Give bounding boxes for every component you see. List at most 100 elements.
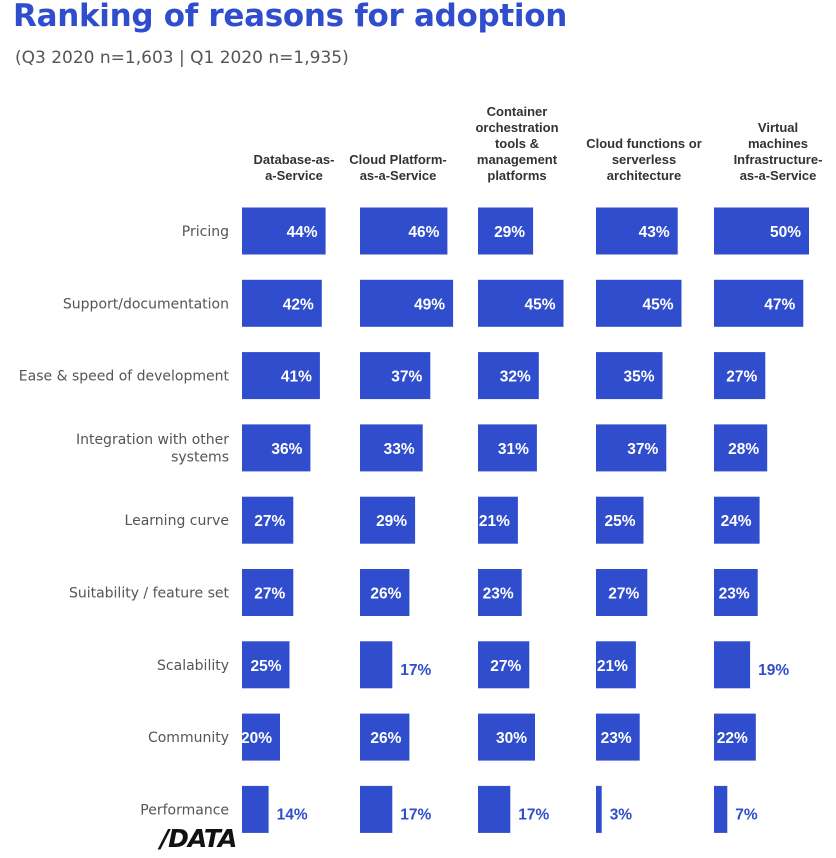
data-label: 23% [483, 586, 514, 603]
data-label: 17% [518, 806, 549, 823]
data-label: 26% [370, 730, 401, 747]
bar [242, 641, 290, 689]
bar [242, 424, 311, 472]
data-label: 22% [717, 730, 748, 747]
row-label: Integration with other systems [76, 432, 229, 466]
bar [714, 713, 756, 761]
data-label: 49% [414, 296, 445, 313]
chart-title: Ranking of reasons for adoption [13, 0, 567, 34]
data-label: 27% [608, 586, 639, 603]
row-label: Performance [140, 802, 229, 818]
bar [596, 279, 682, 327]
data-label: 19% [758, 662, 789, 679]
row-label: Community [148, 730, 229, 746]
bar [596, 207, 678, 255]
row-label: Suitability / feature set [69, 586, 230, 602]
data-label: 36% [271, 441, 302, 458]
row-label: Pricing [182, 224, 229, 240]
bar [242, 279, 322, 327]
column-header: Container orchestration tools & management p… [475, 104, 558, 183]
bar [360, 713, 410, 761]
data-label: 50% [770, 224, 801, 241]
bar [242, 713, 280, 761]
data-label: 24% [721, 513, 752, 530]
data-label: 31% [498, 441, 529, 458]
bar [360, 785, 393, 833]
data-label: 27% [726, 369, 757, 386]
bar [242, 496, 294, 544]
data-label: 43% [639, 224, 670, 241]
data-label: 41% [281, 369, 312, 386]
bar [360, 424, 423, 472]
column-header: Virtual machines Infrastructure-as-a-Servi… [734, 120, 823, 183]
column-header: Cloud Platform-as-a-Service [349, 152, 447, 183]
bar [714, 424, 768, 472]
bar [596, 569, 648, 616]
data-label: 23% [601, 730, 632, 747]
data-label: 23% [719, 586, 750, 603]
bar [242, 352, 320, 400]
data-label: 20% [241, 730, 272, 747]
data-label: 25% [250, 658, 281, 675]
data-label: 17% [400, 662, 431, 679]
data-label: 3% [610, 806, 633, 823]
data-label: 21% [597, 658, 628, 675]
data-logo: /DATA [160, 824, 237, 853]
data-label: 27% [490, 658, 521, 675]
bar [242, 207, 326, 255]
data-label: 37% [627, 441, 658, 458]
data-label: 46% [408, 224, 439, 241]
data-label: 37% [391, 369, 422, 386]
data-label: 27% [254, 513, 285, 530]
bar [478, 424, 537, 472]
bar [714, 279, 804, 327]
data-label: 17% [400, 806, 431, 823]
bar [596, 713, 640, 761]
data-label: 25% [604, 513, 635, 530]
data-label: 28% [728, 441, 759, 458]
data-label: 42% [283, 296, 314, 313]
bar [360, 496, 416, 544]
bar [596, 352, 663, 400]
bar [360, 207, 448, 255]
bar [596, 641, 636, 689]
bar [478, 352, 539, 400]
data-label: 27% [254, 586, 285, 603]
column-header: Database-as-a-Service [254, 152, 335, 183]
bar [714, 496, 760, 544]
bar [360, 569, 410, 616]
row-label: Learning curve [125, 513, 229, 529]
bar [596, 424, 667, 472]
data-label: 14% [277, 806, 308, 823]
data-label: 30% [496, 730, 527, 747]
data-label: 21% [479, 513, 510, 530]
bar [714, 352, 766, 400]
data-label: 32% [500, 369, 531, 386]
bar [242, 785, 269, 833]
chart-subtitle: (Q3 2020 n=1,603 | Q1 2020 n=1,935) [15, 48, 349, 68]
bar [478, 569, 522, 616]
bar [478, 641, 530, 689]
data-label: 35% [623, 369, 654, 386]
bar [360, 279, 454, 327]
bar [478, 785, 511, 833]
data-label: 45% [524, 296, 555, 313]
column-header: Cloud functions or serverless architecture [586, 136, 702, 183]
data-label: 45% [642, 296, 673, 313]
bar [360, 641, 393, 689]
bar [714, 207, 809, 255]
data-label: 26% [370, 586, 401, 603]
bar [714, 641, 751, 689]
bar [478, 207, 534, 255]
bar [478, 279, 564, 327]
bar [596, 785, 602, 833]
bar [478, 713, 535, 761]
data-label: 7% [735, 806, 758, 823]
bar [714, 569, 758, 616]
data-label: 44% [287, 224, 318, 241]
bar [242, 569, 294, 616]
bar [714, 785, 728, 833]
bar [596, 496, 644, 544]
data-label: 47% [764, 296, 795, 313]
